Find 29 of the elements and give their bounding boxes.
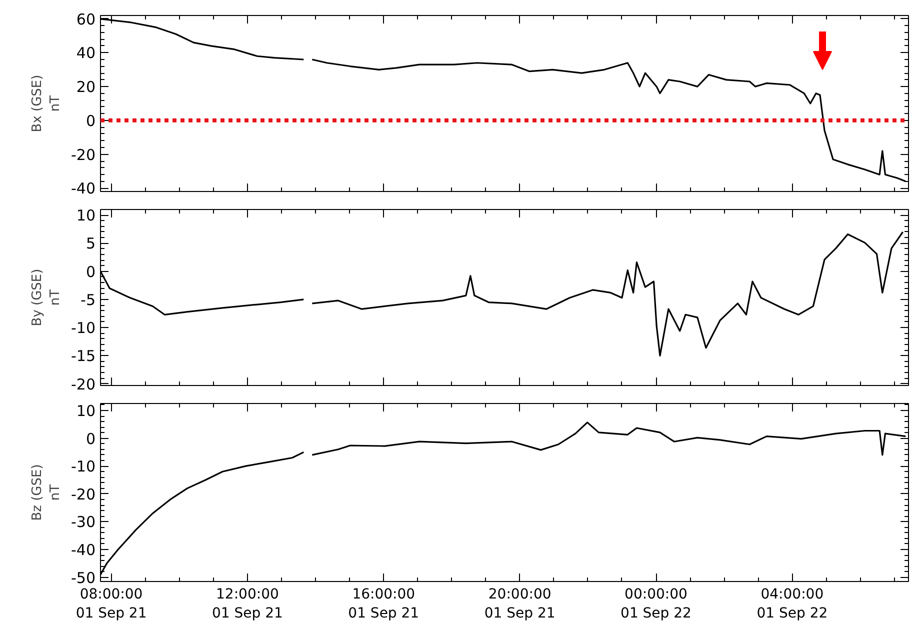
- y-tick-label: -10: [71, 458, 96, 476]
- y-axis-title: Bx (GSE) nT: [30, 74, 63, 132]
- y-tick-label: -20: [71, 375, 96, 394]
- y-tick-label: -10: [71, 319, 96, 338]
- x-tick-label: 12:00:00 01 Sep 21: [212, 586, 283, 622]
- y-tick-label: -20: [71, 146, 96, 164]
- y-tick-label: -15: [71, 347, 96, 366]
- y-tick-label: -20: [71, 485, 96, 504]
- y-tick-label: -5: [80, 290, 96, 309]
- y-tick-label: -50: [71, 568, 96, 587]
- y-axis-title: Bz (GSE) nT: [30, 464, 63, 521]
- y-tick-label: 40: [76, 44, 96, 62]
- y-tick-label: 5: [86, 234, 96, 253]
- y-axis-title: By (GSE) nT: [30, 268, 63, 326]
- x-tick-label: 16:00:00 01 Sep 21: [348, 586, 420, 622]
- x-tick-label: 04:00:00 01 Sep 22: [756, 586, 828, 622]
- y-tick-label: 0: [86, 262, 96, 281]
- y-tick-label: 10: [76, 402, 96, 420]
- y-tick-label: 0: [86, 112, 96, 130]
- y-tick-label: -40: [71, 541, 96, 560]
- y-tick-label: 20: [76, 78, 96, 96]
- y-tick-label: 60: [76, 10, 96, 28]
- x-tick-label: 08:00:00 01 Sep 21: [76, 586, 147, 622]
- y-tick-label: 0: [86, 430, 96, 448]
- y-tick-label: 10: [76, 206, 96, 225]
- y-tick-label: -30: [71, 513, 96, 532]
- x-tick-label: 20:00:00 01 Sep 21: [484, 586, 556, 622]
- y-tick-label: -40: [71, 180, 96, 198]
- x-tick-label: 00:00:00 01 Sep 22: [620, 586, 692, 622]
